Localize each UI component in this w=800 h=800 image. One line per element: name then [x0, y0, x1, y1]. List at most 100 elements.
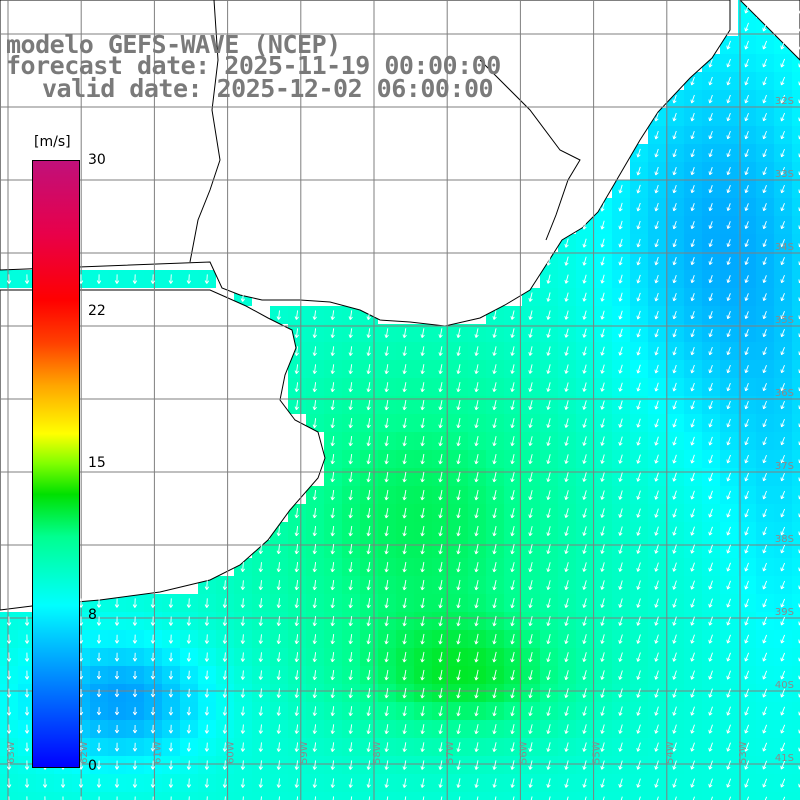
wind-arrow — [726, 598, 731, 608]
wind-arrow — [312, 526, 317, 537]
wind-arrow — [528, 687, 533, 699]
wind-arrow — [672, 454, 677, 464]
wind-arrow — [366, 760, 371, 770]
wind-arrow — [330, 562, 335, 573]
wind-arrow — [222, 724, 228, 734]
wind-arrow — [564, 760, 569, 770]
wind-speed-cell — [414, 792, 432, 800]
wind-arrow — [744, 293, 749, 302]
wind-arrow — [654, 652, 659, 662]
wind-arrow — [258, 742, 263, 752]
wind-arrow — [402, 724, 407, 735]
wind-arrow — [654, 724, 659, 734]
wind-arrow — [636, 274, 641, 284]
wind-arrow — [294, 382, 299, 392]
wind-arrow — [654, 184, 659, 194]
wind-arrow — [330, 652, 335, 663]
wind-arrow — [420, 525, 425, 537]
wind-arrow — [294, 580, 299, 591]
wind-arrow — [510, 760, 515, 770]
wind-arrow — [564, 310, 569, 320]
wind-arrow — [240, 652, 245, 662]
wind-arrow — [708, 293, 713, 302]
wind-arrow — [132, 778, 138, 788]
wind-arrow — [618, 436, 623, 446]
wind-arrow — [618, 256, 623, 266]
wind-arrow — [656, 796, 659, 800]
wind-arrow — [582, 454, 587, 464]
wind-arrow — [492, 418, 497, 429]
wind-arrow — [690, 257, 695, 266]
wind-arrow — [402, 669, 407, 681]
wind-speed-cell — [450, 792, 468, 800]
wind-arrow — [762, 347, 767, 356]
wind-arrow — [762, 400, 767, 410]
wind-arrow — [672, 328, 677, 338]
wind-arrow — [116, 796, 118, 800]
wind-arrow — [762, 490, 767, 500]
wind-arrow — [330, 724, 335, 734]
wind-arrow — [186, 778, 192, 788]
wind-arrow — [402, 346, 407, 356]
wind-arrow — [636, 202, 641, 212]
wind-arrow — [420, 346, 425, 356]
wind-arrow — [726, 149, 731, 158]
wind-arrow — [150, 598, 156, 608]
wind-arrow — [546, 346, 551, 356]
wind-speed-cell — [792, 720, 800, 738]
wind-arrow — [600, 238, 605, 248]
wind-arrow — [674, 796, 677, 800]
wind-arrow — [726, 778, 732, 788]
wind-arrow — [582, 256, 587, 266]
wind-arrow — [276, 652, 281, 662]
wind-arrow — [276, 544, 281, 555]
wind-arrow — [618, 634, 623, 644]
wind-arrow — [600, 400, 605, 410]
wind-arrow — [600, 724, 605, 734]
wind-arrow — [492, 706, 497, 717]
wind-arrow — [438, 633, 443, 645]
wind-arrow — [348, 652, 353, 663]
wind-arrow — [546, 778, 551, 788]
wind-arrow — [204, 634, 210, 644]
wind-arrow — [348, 489, 353, 501]
wind-arrow — [744, 239, 749, 248]
wind-arrow — [546, 562, 551, 573]
wind-arrow — [348, 706, 353, 717]
wind-arrow — [582, 292, 587, 302]
wind-arrow — [654, 148, 659, 158]
wind-speed-cell — [792, 108, 800, 126]
wind-arrow — [8, 796, 10, 800]
wind-arrow — [294, 742, 299, 752]
wind-arrow — [456, 633, 461, 645]
wind-arrow — [582, 400, 587, 410]
wind-arrow — [384, 453, 389, 465]
wind-arrow — [402, 418, 407, 429]
wind-arrow — [600, 382, 605, 392]
wind-arrow — [654, 202, 659, 212]
wind-arrow — [150, 706, 156, 716]
wind-speed-cell — [792, 486, 800, 504]
wind-speed-cell — [792, 630, 800, 648]
wind-arrow — [528, 526, 533, 537]
wind-arrow — [510, 310, 515, 320]
wind-arrow — [708, 311, 713, 320]
wind-arrow — [780, 670, 786, 680]
wind-arrow — [690, 652, 695, 662]
wind-arrow — [726, 652, 731, 662]
wind-arrow — [582, 346, 587, 356]
wind-arrow — [402, 507, 407, 519]
wind-arrow — [240, 760, 246, 770]
wind-speed-cell — [702, 792, 720, 800]
wind-arrow — [510, 705, 515, 717]
wind-arrow — [240, 616, 245, 626]
wind-arrow — [366, 597, 371, 609]
wind-arrow — [492, 490, 497, 501]
wind-arrow — [350, 796, 353, 800]
wind-arrow — [582, 634, 587, 645]
wind-arrow — [294, 706, 299, 716]
wind-arrow — [474, 436, 479, 447]
wind-arrow — [366, 436, 371, 447]
wind-speed-cell — [792, 126, 800, 144]
wind-arrow — [222, 742, 228, 752]
